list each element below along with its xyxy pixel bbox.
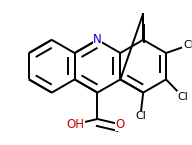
Text: Cl: Cl (135, 111, 146, 121)
Text: Cl: Cl (183, 40, 192, 50)
Text: Cl: Cl (177, 91, 188, 102)
Text: N: N (93, 33, 102, 46)
Text: O: O (115, 118, 125, 131)
Text: OH: OH (66, 118, 84, 131)
